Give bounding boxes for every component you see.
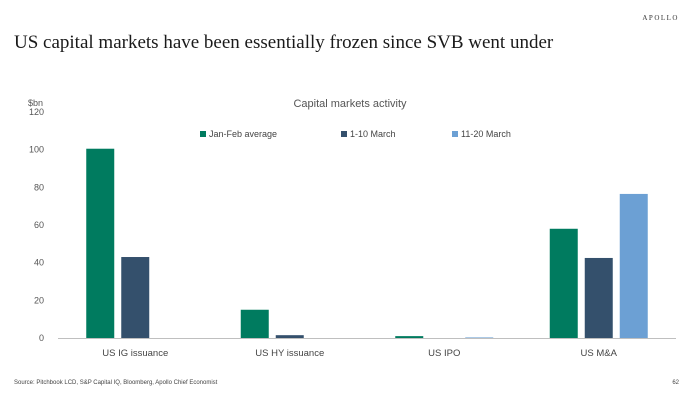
bar-us-m-a-series-2 <box>584 257 613 338</box>
bar-us-ipo-series-3 <box>465 337 494 338</box>
y-tick-label: 60 <box>34 220 44 230</box>
legend-swatch <box>452 131 458 137</box>
y-tick-label: 100 <box>29 145 44 155</box>
page-number: 62 <box>672 380 679 386</box>
legend-swatch <box>341 131 347 137</box>
y-axis: 0 20 40 60 80 100 120 <box>29 107 44 343</box>
legend-swatch <box>200 131 206 137</box>
y-axis-unit-label: $bn <box>28 98 43 108</box>
bar-us-hy-issuance-series-2 <box>275 335 304 338</box>
bar-us-m-a-series-1 <box>549 228 578 338</box>
bar-us-ig-issuance-series-2 <box>121 257 150 338</box>
bar-us-ig-issuance-series-1 <box>86 148 115 338</box>
x-tick-label: US M&A <box>581 348 618 359</box>
page-title: US capital markets have been essentially… <box>14 32 554 53</box>
y-tick-label: 0 <box>39 333 44 343</box>
y-tick-label: 120 <box>29 107 44 117</box>
chart-title: Capital markets activity <box>293 98 407 110</box>
brand-logo: APOLLO <box>642 14 679 22</box>
legend-label: Jan-Feb average <box>209 129 277 139</box>
legend-label: 11-20 March <box>461 129 511 139</box>
chart-legend: Jan-Feb average 1-10 March 11-20 March <box>200 129 511 139</box>
bar-us-hy-issuance-series-1 <box>240 309 269 338</box>
bar-us-m-a-series-3 <box>619 193 648 338</box>
bars-group <box>86 148 648 338</box>
y-tick-label: 40 <box>34 258 44 268</box>
x-tick-label: US HY issuance <box>255 348 324 359</box>
x-tick-label: US IG issuance <box>102 348 168 359</box>
x-axis: US IG issuance US HY issuance US IPO US M&A <box>102 348 617 359</box>
bar-us-ipo-series-1 <box>395 336 424 338</box>
source-note: Source: Pitchbook LCD, S&P Capital IQ, B… <box>14 380 218 386</box>
y-tick-label: 80 <box>34 182 44 192</box>
y-tick-label: 20 <box>34 295 44 305</box>
x-tick-label: US IPO <box>428 348 460 359</box>
legend-label: 1-10 March <box>350 129 396 139</box>
